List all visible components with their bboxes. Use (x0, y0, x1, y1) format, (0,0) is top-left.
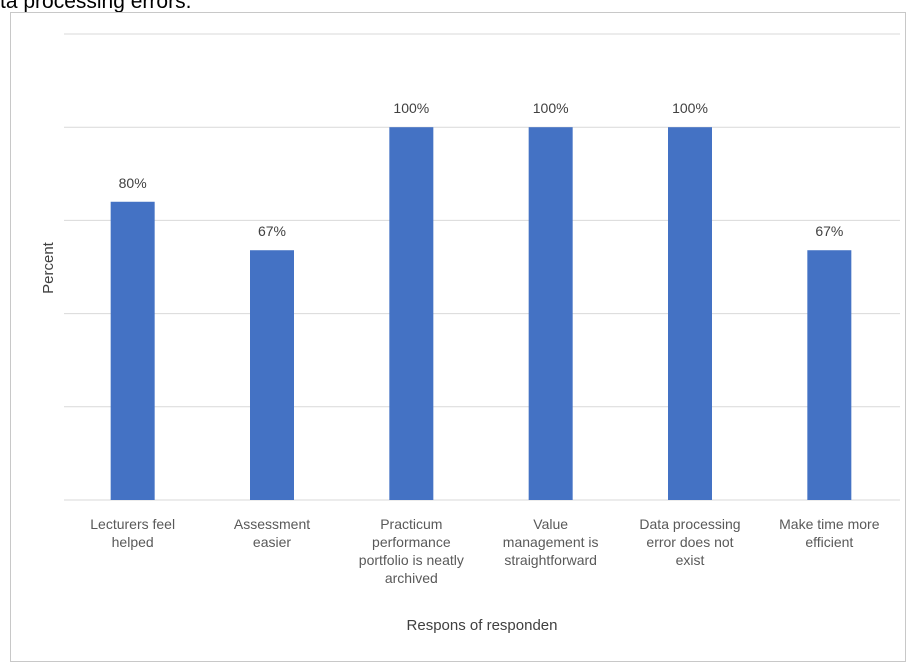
data-label: 80% (119, 175, 147, 191)
category-label-line: straightforward (504, 552, 597, 568)
category-label-line: easier (253, 534, 291, 550)
data-label: 100% (672, 100, 708, 116)
bar (250, 250, 294, 500)
bar (807, 250, 852, 500)
category-label-line: performance (372, 534, 451, 550)
chart-frame (10, 12, 906, 662)
value-labels: 80% 67% 100% 100% 100% 67% (119, 100, 844, 239)
category-label-line: archived (385, 570, 438, 586)
bars (110, 127, 852, 500)
y-axis-title: Percent (40, 241, 57, 294)
data-label: 67% (815, 223, 843, 239)
bar (528, 127, 573, 500)
category-label-line: Value (533, 516, 568, 532)
gridlines (64, 33, 900, 501)
category-label: Assessment easier (234, 516, 310, 550)
category-label-line: efficient (805, 534, 853, 550)
category-label-line: error does not (646, 534, 733, 550)
data-label: 67% (258, 223, 286, 239)
category-label: Value management is straightforward (503, 516, 599, 568)
category-label-line: Assessment (234, 516, 310, 532)
category-label-line: Make time more (779, 516, 880, 532)
category-label-line: Practicum (380, 516, 442, 532)
category-label-line: exist (676, 552, 705, 568)
category-label-line: Lecturers feel (90, 516, 175, 532)
bar (110, 201, 155, 500)
category-label-line: helped (112, 534, 154, 550)
category-label: Make time more efficient (779, 516, 880, 550)
category-label: Practicum performance portfolio is neatly a… (359, 516, 464, 586)
category-labels: Lecturers feel helped Assessment easier Prac… (90, 516, 879, 586)
bar (668, 127, 712, 500)
category-label-line: Data processing (639, 516, 740, 532)
category-label-line: portfolio is neatly (359, 552, 464, 568)
caption-fragment: ta processing errors. (0, 0, 192, 13)
x-axis-title: Respons of responden (407, 617, 558, 634)
bar (389, 127, 434, 500)
category-label-line: management is (503, 534, 599, 550)
data-label: 100% (533, 100, 569, 116)
category-label: Data processing error does not exist (639, 516, 740, 568)
data-label: 100% (393, 100, 429, 116)
category-label: Lecturers feel helped (90, 516, 175, 550)
